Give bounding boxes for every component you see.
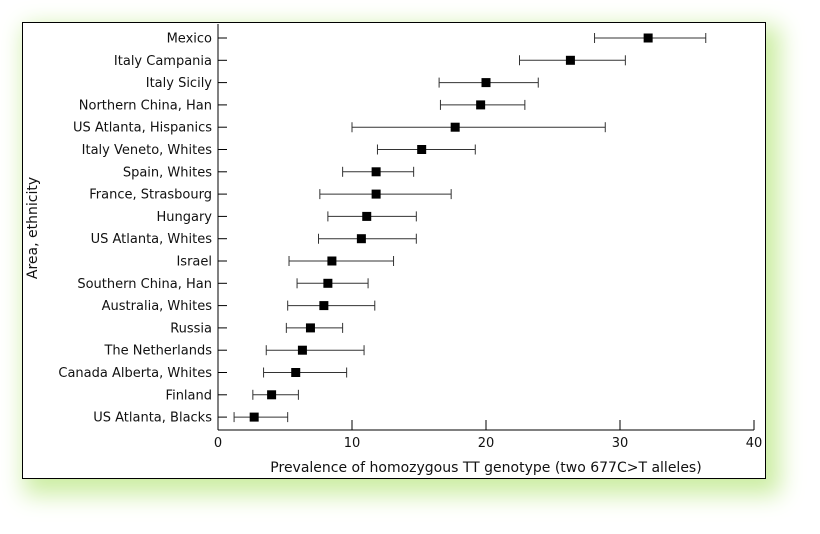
y-tick-label: France, Strasbourg [89, 188, 212, 203]
data-row: US Atlanta, Hispanics [73, 121, 606, 136]
data-point [362, 211, 372, 221]
data-point [481, 78, 491, 88]
y-tick-label: US Atlanta, Blacks [93, 411, 212, 426]
data-row: US Atlanta, Blacks [93, 411, 289, 426]
data-point [417, 145, 427, 154]
x-axis-title: Prevalence of homozygous TT genotype (tw… [270, 460, 701, 476]
y-tick-label: Russia [170, 321, 212, 336]
data-row: Spain, Whites [123, 165, 415, 180]
data-point [356, 234, 366, 244]
y-tick-label: Hungary [156, 210, 212, 225]
y-tick-label: Israel [176, 255, 212, 270]
y-tick-label: Italy Sicily [146, 76, 213, 91]
y-tick-label: Southern China, Han [77, 277, 212, 292]
data-row: Finland [166, 388, 299, 403]
data-point [319, 301, 329, 311]
data-point [476, 100, 486, 110]
data-row: Italy Campania [114, 54, 626, 69]
data-point [643, 33, 653, 43]
data-row: France, Strasbourg [89, 188, 452, 203]
y-tick-label: Northern China, Han [79, 98, 212, 113]
data-row: Israel [176, 255, 395, 270]
data-point [371, 167, 381, 177]
y-axis-title: Area, ethnicity [25, 177, 41, 279]
data-point [297, 345, 307, 355]
data-point [291, 368, 301, 377]
x-axis: 0 10 20 30 40 [214, 24, 762, 451]
chart-frame [22, 22, 766, 479]
data-point [327, 256, 337, 266]
data-row: The Netherlands [103, 344, 365, 359]
data-row: Northern China, Han [79, 98, 526, 113]
data-point [267, 390, 277, 400]
data-row: Italy Veneto, Whites [82, 143, 476, 158]
x-tick-label: 20 [478, 436, 495, 451]
data-point [305, 323, 315, 333]
y-tick-label: US Atlanta, Whites [91, 232, 213, 247]
data-row: Mexico [167, 32, 707, 47]
data-point [323, 278, 333, 288]
data-row: Southern China, Han [77, 277, 369, 292]
x-tick-label: 30 [612, 436, 629, 451]
data-row: US Atlanta, Whites [91, 232, 417, 247]
y-tick-label: The Netherlands [103, 344, 212, 359]
data-row: Hungary [156, 210, 417, 225]
plot-rows: Mexico Italy Campania Italy Sicily Northern… [58, 32, 707, 426]
y-tick-label: Australia, Whites [102, 299, 213, 314]
x-tick-label: 40 [746, 436, 763, 451]
y-tick-label: Italy Veneto, Whites [82, 143, 213, 158]
data-point [371, 189, 381, 199]
data-point [565, 55, 575, 65]
y-tick-label: Finland [166, 388, 212, 403]
data-row: Canada Alberta, Whites [58, 366, 348, 381]
data-row: Italy Sicily [146, 76, 539, 91]
x-tick-label: 0 [214, 436, 222, 451]
data-point [450, 122, 460, 132]
data-row: Australia, Whites [102, 299, 376, 314]
y-tick-label: US Atlanta, Hispanics [73, 121, 212, 136]
data-point [249, 412, 259, 422]
x-tick-label: 10 [344, 436, 361, 451]
y-tick-label: Italy Campania [114, 54, 212, 69]
data-row: Russia [170, 321, 344, 336]
y-tick-label: Spain, Whites [123, 165, 212, 180]
y-tick-label: Mexico [167, 32, 212, 47]
y-tick-label: Canada Alberta, Whites [58, 366, 212, 381]
